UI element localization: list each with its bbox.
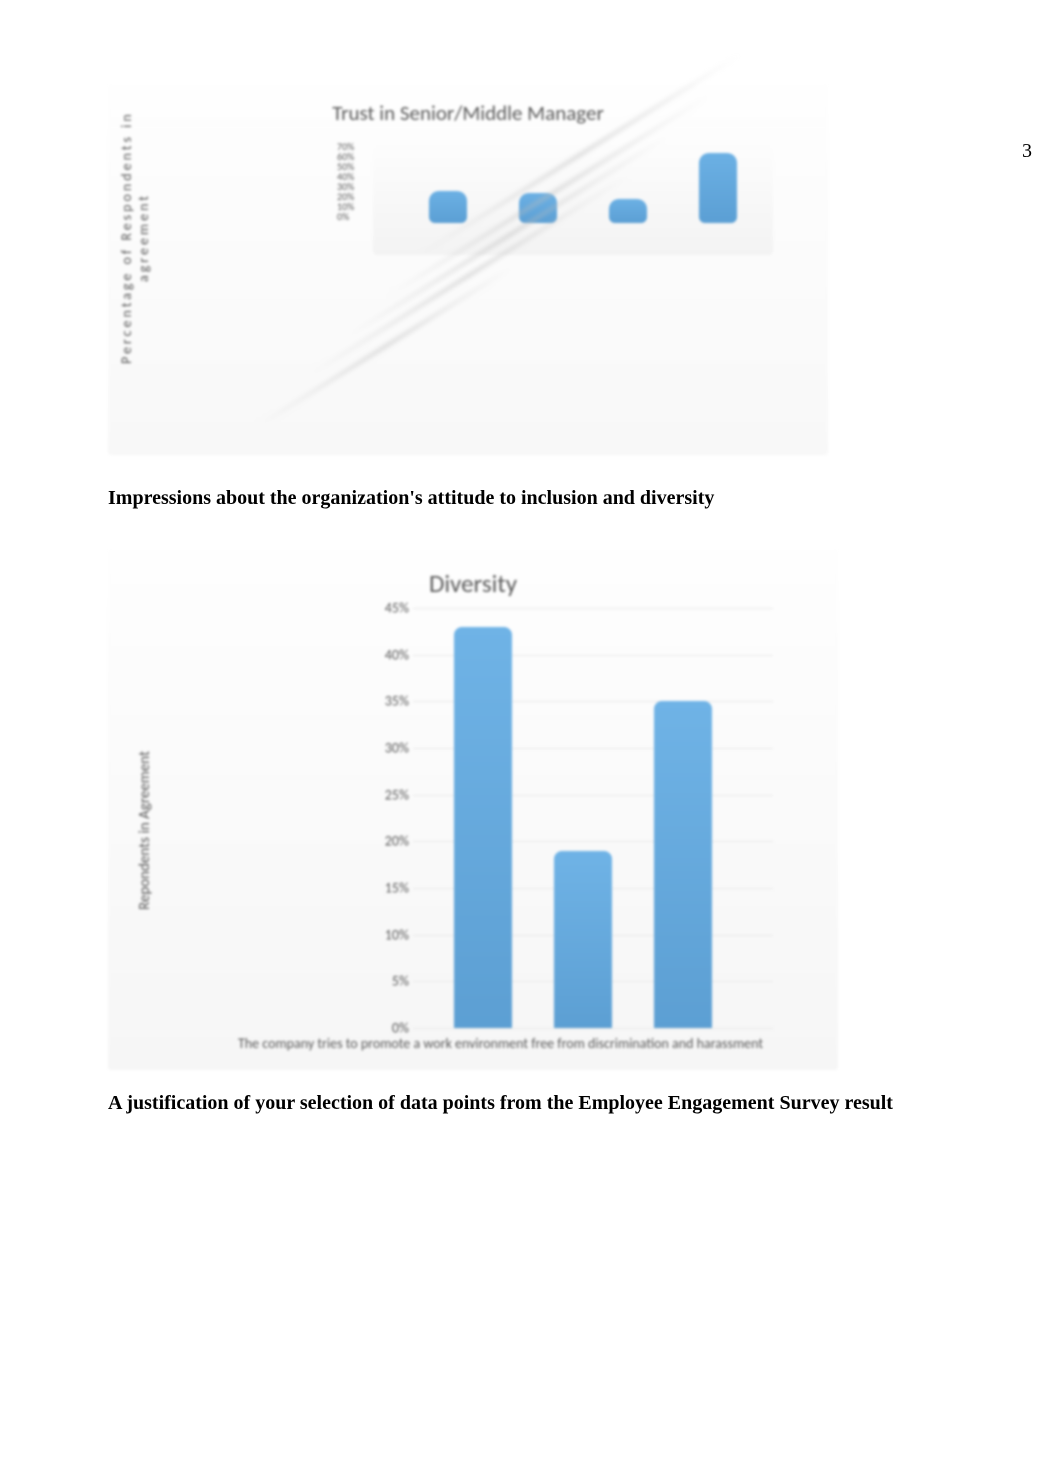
chart1-bar — [429, 191, 467, 223]
chart1-title: Trust in Senior/Middle Manager — [108, 100, 828, 126]
chart2-ytick: 5% — [371, 973, 409, 990]
chart-trust-container: Percentage of Respondents in agreement T… — [108, 85, 953, 455]
chart1-ytick: 0% — [337, 212, 354, 222]
chart2-ytick: 15% — [371, 880, 409, 897]
chart2-plot: 45%40%35%30%25%20%15%10%5%0% — [413, 608, 733, 1028]
chart2-ytick: 0% — [371, 1020, 409, 1037]
section-heading-diversity: Impressions about the organization's att… — [108, 487, 928, 510]
chart2-bar — [454, 627, 512, 1028]
chart2-ytick: 25% — [371, 786, 409, 803]
chart1-diag-line — [257, 266, 512, 427]
chart2-ytick: 45% — [371, 600, 409, 617]
chart1-bar — [699, 153, 737, 223]
chart2-bars — [433, 608, 733, 1028]
chart2-ylabel: Repondents in Agreement — [136, 680, 154, 980]
chart2-xlabel: The company tries to promote a work envi… — [193, 1035, 808, 1052]
chart2-ytick: 20% — [371, 833, 409, 850]
page-number: 3 — [1022, 140, 1032, 163]
chart2-gridline — [413, 1028, 773, 1029]
chart2-bar — [654, 701, 712, 1028]
chart2-ytick: 40% — [371, 646, 409, 663]
chart1-bar — [609, 199, 647, 223]
chart2-ytick: 35% — [371, 693, 409, 710]
chart1-bars — [403, 148, 763, 223]
chart2-ytick: 30% — [371, 740, 409, 757]
chart-trust: Percentage of Respondents in agreement T… — [108, 85, 828, 455]
chart2-bar — [554, 851, 612, 1028]
chart1-category-lines — [168, 245, 668, 485]
chart-diversity: Diversity Repondents in Agreement 45%40%… — [108, 550, 838, 1070]
chart1-yticks: 70% 60% 50% 40% 30% 20% 10% 0% — [337, 142, 354, 222]
chart2-ytick: 10% — [371, 926, 409, 943]
section-heading-justification: A justification of your selection of dat… — [108, 1090, 928, 1117]
chart1-ylabel: Percentage of Respondents in agreement — [118, 95, 136, 380]
chart2-title: Diversity — [108, 568, 838, 599]
